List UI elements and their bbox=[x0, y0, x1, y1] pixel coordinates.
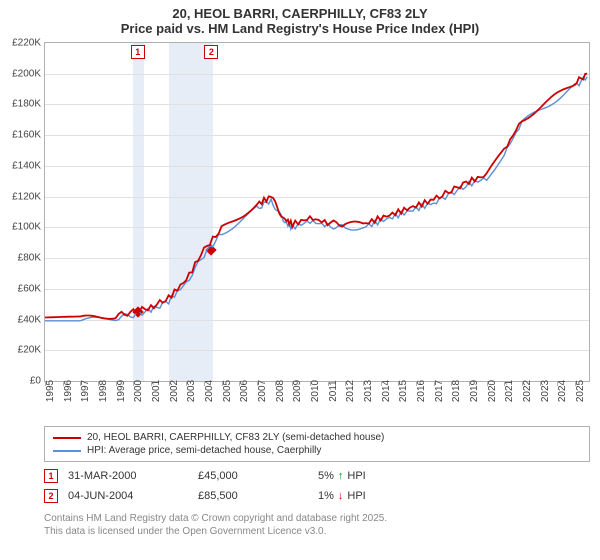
y-axis-label: £180K bbox=[12, 99, 41, 110]
y-axis-label: £20K bbox=[18, 345, 41, 356]
event-date: 04-JUN-2004 bbox=[68, 490, 188, 502]
y-axis-label: £140K bbox=[12, 160, 41, 171]
y-axis-label: £0 bbox=[30, 376, 41, 387]
y-axis-label: £100K bbox=[12, 222, 41, 233]
event-pct-value: 1% bbox=[318, 490, 334, 502]
y-axis-label: £220K bbox=[12, 38, 41, 49]
event-pct: 1% ↓HPI bbox=[318, 490, 366, 502]
x-axis-label: 2001 bbox=[151, 380, 162, 402]
x-axis-label: 2023 bbox=[540, 380, 551, 402]
x-axis-label: 2010 bbox=[310, 380, 321, 402]
event-arrow-icon: ↑ bbox=[338, 470, 344, 482]
legend: 20, HEOL BARRI, CAERPHILLY, CF83 2LY (se… bbox=[44, 426, 590, 462]
event-price: £45,000 bbox=[198, 470, 308, 482]
attribution-line2: This data is licensed under the Open Gov… bbox=[44, 525, 590, 538]
x-axis-label: 2016 bbox=[416, 380, 427, 402]
x-axis-label: 2021 bbox=[504, 380, 515, 402]
y-axis-label: £80K bbox=[18, 253, 41, 264]
attribution: Contains HM Land Registry data © Crown c… bbox=[44, 512, 590, 538]
x-axis-label: 2014 bbox=[381, 380, 392, 402]
x-axis-label: 1998 bbox=[98, 380, 109, 402]
x-axis-label: 2004 bbox=[204, 380, 215, 402]
legend-label: HPI: Average price, semi-detached house,… bbox=[87, 445, 321, 456]
legend-swatch bbox=[53, 437, 81, 439]
x-axis-label: 1999 bbox=[116, 380, 127, 402]
x-axis-label: 2002 bbox=[169, 380, 180, 402]
title-subtitle: Price paid vs. HM Land Registry's House … bbox=[0, 21, 600, 36]
x-axis-label: 2017 bbox=[434, 380, 445, 402]
x-axis-label: 1997 bbox=[80, 380, 91, 402]
legend-label: 20, HEOL BARRI, CAERPHILLY, CF83 2LY (se… bbox=[87, 432, 384, 443]
title-block: 20, HEOL BARRI, CAERPHILLY, CF83 2LY Pri… bbox=[0, 0, 600, 38]
series-price_paid bbox=[45, 74, 587, 319]
x-axis-label: 2020 bbox=[487, 380, 498, 402]
event-marker-box: 2 bbox=[44, 489, 58, 503]
event-arrow-icon: ↓ bbox=[338, 490, 344, 502]
title-address: 20, HEOL BARRI, CAERPHILLY, CF83 2LY bbox=[0, 6, 600, 21]
chart-lines bbox=[45, 43, 589, 381]
attribution-line1: Contains HM Land Registry data © Crown c… bbox=[44, 512, 590, 525]
x-axis-label: 2000 bbox=[133, 380, 144, 402]
y-axis-label: £200K bbox=[12, 68, 41, 79]
event-pct-value: 5% bbox=[318, 470, 334, 482]
x-axis-label: 1995 bbox=[45, 380, 56, 402]
x-axis-label: 2022 bbox=[522, 380, 533, 402]
x-axis-label: 2009 bbox=[292, 380, 303, 402]
x-axis-label: 2015 bbox=[398, 380, 409, 402]
chart-plot-area: £0£20K£40K£60K£80K£100K£120K£140K£160K£1… bbox=[44, 42, 590, 382]
event-marker-box: 1 bbox=[44, 469, 58, 483]
x-axis-label: 2006 bbox=[239, 380, 250, 402]
event-suffix: HPI bbox=[347, 470, 365, 482]
event-suffix: HPI bbox=[347, 490, 365, 502]
event-pct: 5% ↑HPI bbox=[318, 470, 366, 482]
legend-row: HPI: Average price, semi-detached house,… bbox=[53, 444, 581, 457]
y-axis-label: £160K bbox=[12, 130, 41, 141]
y-axis-label: £60K bbox=[18, 283, 41, 294]
x-axis-label: 2003 bbox=[186, 380, 197, 402]
y-axis-label: £40K bbox=[18, 314, 41, 325]
legend-row: 20, HEOL BARRI, CAERPHILLY, CF83 2LY (se… bbox=[53, 431, 581, 444]
x-axis-label: 2019 bbox=[469, 380, 480, 402]
chart-container: 20, HEOL BARRI, CAERPHILLY, CF83 2LY Pri… bbox=[0, 0, 600, 560]
x-axis-label: 2005 bbox=[222, 380, 233, 402]
event-table: 1 31-MAR-2000 £45,000 5% ↑HPI 2 04-JUN-2004 £85… bbox=[44, 466, 590, 506]
event-row: 1 31-MAR-2000 £45,000 5% ↑HPI bbox=[44, 466, 590, 486]
x-axis-label: 2018 bbox=[451, 380, 462, 402]
x-axis-label: 1996 bbox=[63, 380, 74, 402]
legend-swatch bbox=[53, 450, 81, 452]
series-hpi bbox=[45, 77, 587, 321]
y-axis-label: £120K bbox=[12, 191, 41, 202]
x-axis-label: 2025 bbox=[575, 380, 586, 402]
x-axis-label: 2007 bbox=[257, 380, 268, 402]
event-price: £85,500 bbox=[198, 490, 308, 502]
x-axis-label: 2013 bbox=[363, 380, 374, 402]
event-row: 2 04-JUN-2004 £85,500 1% ↓HPI bbox=[44, 486, 590, 506]
x-axis-label: 2012 bbox=[345, 380, 356, 402]
x-axis-label: 2008 bbox=[275, 380, 286, 402]
x-axis-label: 2024 bbox=[557, 380, 568, 402]
event-date: 31-MAR-2000 bbox=[68, 470, 188, 482]
x-axis-label: 2011 bbox=[328, 380, 339, 402]
